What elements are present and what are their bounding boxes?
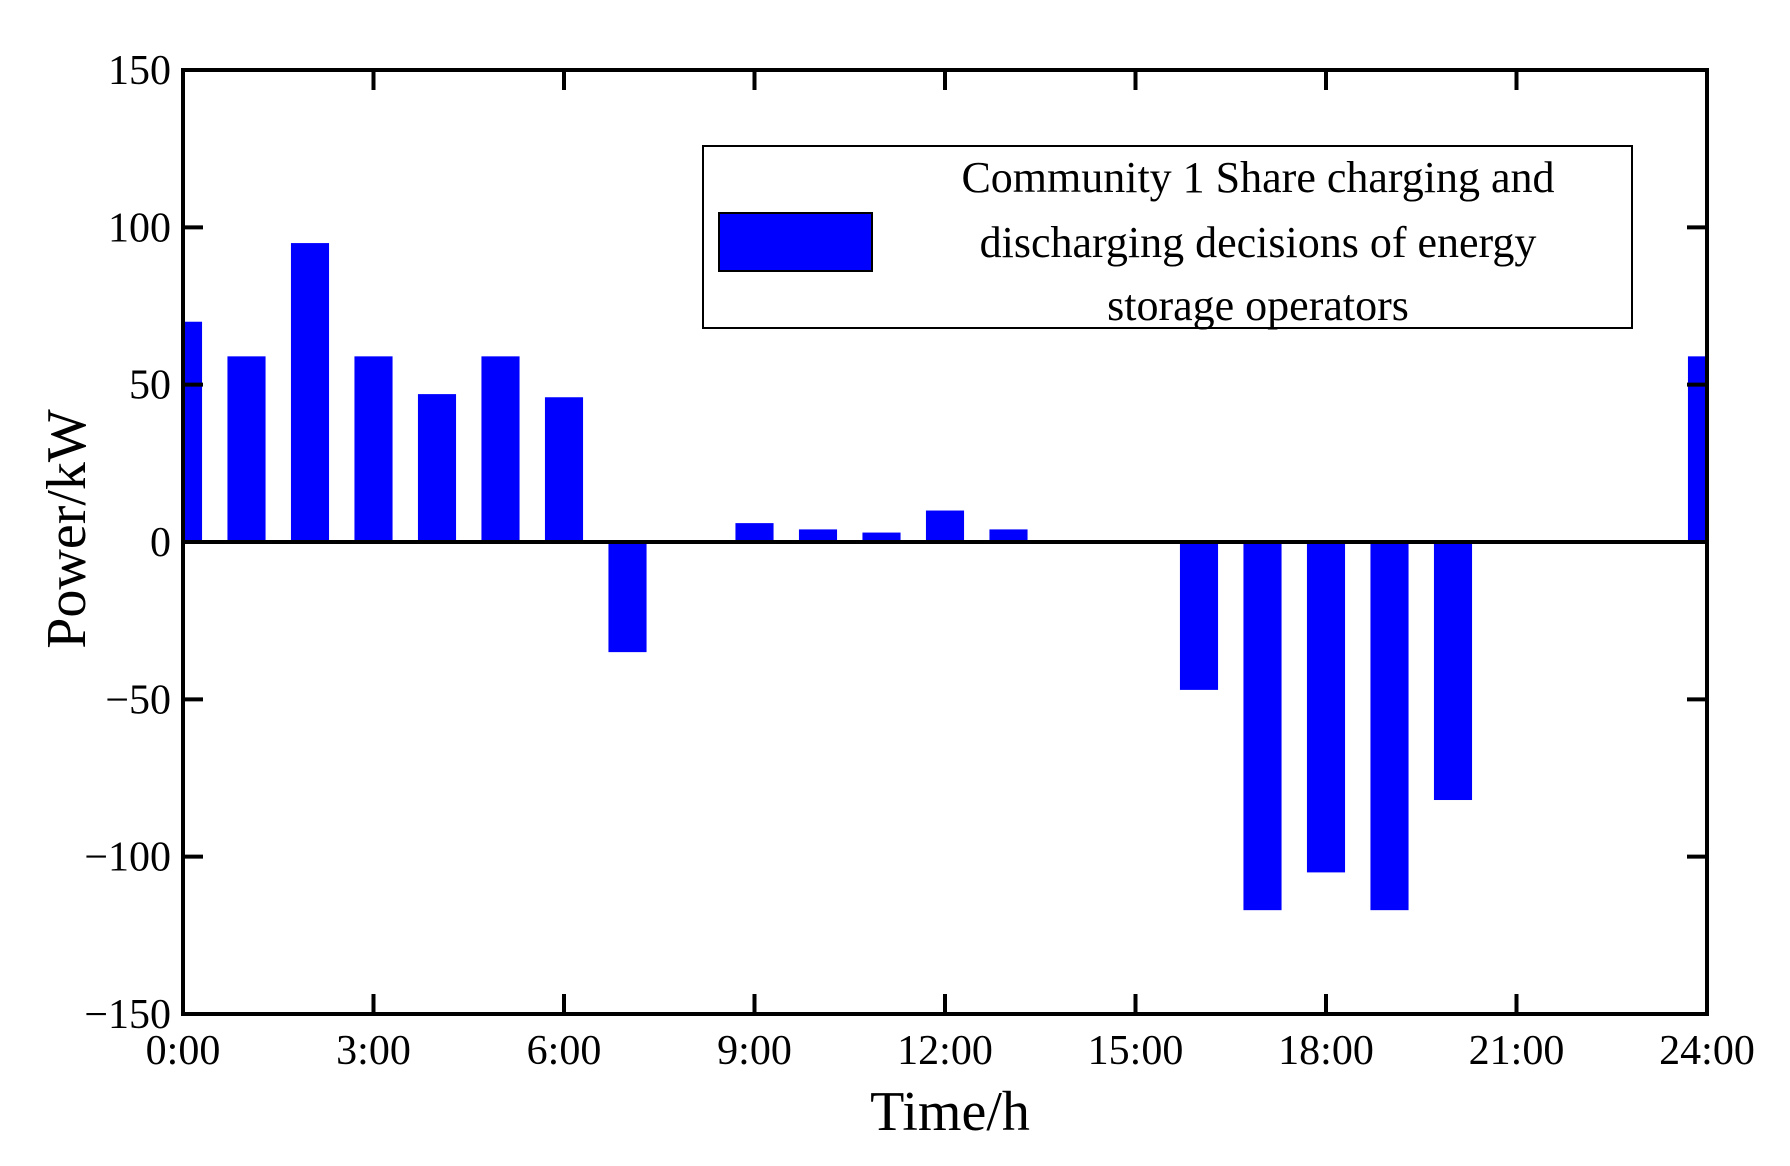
bar <box>1370 542 1409 911</box>
x-tick-label: 3:00 <box>336 1028 411 1074</box>
bar <box>735 523 774 542</box>
y-tick-label: 0 <box>150 520 171 566</box>
legend-label-line-3: storage operators <box>1107 281 1409 330</box>
plot-frame <box>181 68 1709 1016</box>
bar <box>544 397 584 542</box>
bar <box>862 532 901 542</box>
bar <box>354 356 393 542</box>
x-tick-label: 18:00 <box>1278 1028 1374 1074</box>
x-tick-label: 15:00 <box>1088 1028 1184 1074</box>
legend-swatch <box>718 212 873 272</box>
y-tick-label: −150 <box>84 992 171 1038</box>
legend: Community 1 Share charging and dischargi… <box>702 145 1633 330</box>
bar <box>989 529 1028 542</box>
x-tick-labels: 0:00 3:00 6:00 9:00 12:00 15:00 18:00 21:00 24:0… <box>146 1028 1755 1074</box>
y-tick-label: 150 <box>108 48 171 94</box>
bar <box>1306 542 1346 873</box>
bar <box>290 243 330 542</box>
bar <box>417 394 457 542</box>
bar <box>1179 542 1219 690</box>
y-tick-label: −50 <box>105 677 171 723</box>
y-axis-title: Power/kW <box>36 409 98 649</box>
x-tick-label: 9:00 <box>717 1028 792 1074</box>
x-tick-label: 24:00 <box>1659 1028 1755 1074</box>
legend-label-line-1: Community 1 Share charging and <box>961 153 1554 202</box>
y-tick-label: 50 <box>129 363 171 409</box>
x-tick-label: 6:00 <box>527 1028 602 1074</box>
bar <box>925 510 965 542</box>
bar <box>481 356 520 542</box>
bar <box>227 356 266 542</box>
bar <box>608 542 647 653</box>
x-tick-label: 21:00 <box>1469 1028 1565 1074</box>
y-tick-labels: 150 100 50 0 −50 −100 −150 <box>84 48 171 1038</box>
x-axis-title: Time/h <box>870 1081 1030 1143</box>
bar <box>798 529 838 542</box>
bar <box>1243 542 1282 911</box>
x-tick-label: 0:00 <box>146 1028 221 1074</box>
y-tick-label: 100 <box>108 205 171 251</box>
x-tick-label: 12:00 <box>897 1028 993 1074</box>
bars <box>183 243 1707 911</box>
bar <box>183 321 203 542</box>
bar <box>1433 542 1473 801</box>
legend-label-line-2: discharging decisions of energy <box>980 218 1537 267</box>
bar <box>1687 356 1707 542</box>
y-tick-label: −100 <box>84 835 171 881</box>
